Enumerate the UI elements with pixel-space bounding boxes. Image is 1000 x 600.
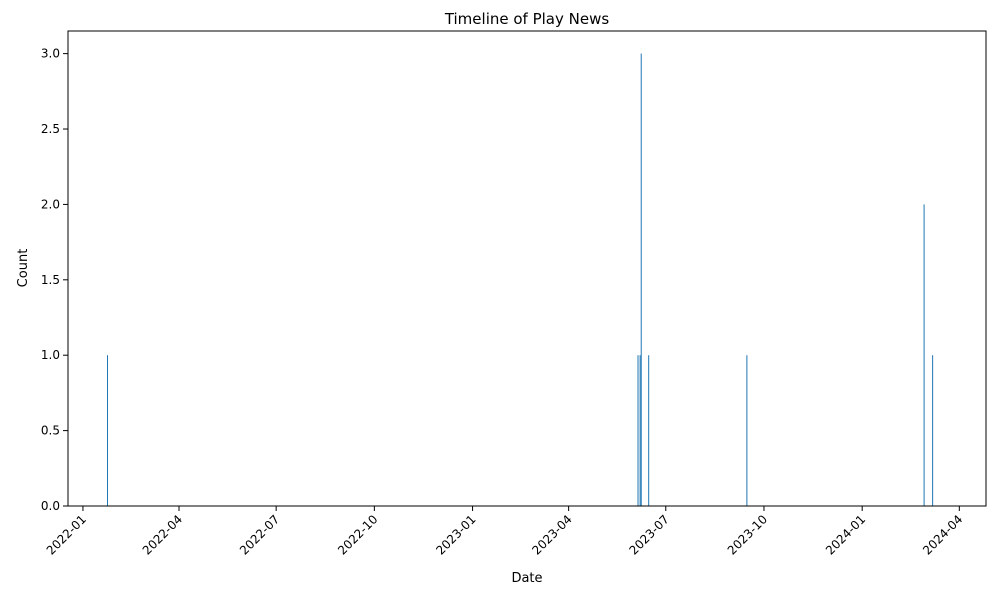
y-axis: 0.0 0.5 1.0 1.5 2.0 2.5 3.0 [41, 47, 68, 513]
bar-2023-06-15 [648, 355, 650, 506]
y-tick-label: 0.0 [41, 499, 60, 513]
y-tick-label: 1.5 [41, 273, 60, 287]
x-tick-label: 2024-04 [920, 512, 965, 557]
x-tick-label: 2022-07 [237, 512, 282, 557]
y-axis-label: Count [16, 249, 31, 288]
x-tick-label: 2023-10 [725, 512, 770, 557]
bar-2023-06-05 [637, 355, 639, 506]
y-tick-label: 2.0 [41, 197, 60, 211]
plot-frame [67, 30, 987, 507]
y-tick-label: 3.0 [41, 47, 60, 61]
y-tick-label: 1.0 [41, 348, 60, 362]
bar-2023-09-15 [746, 355, 748, 506]
x-axis-label: Date [511, 571, 542, 586]
x-tick-label: 2022-04 [140, 512, 185, 557]
x-tick-label: 2023-04 [529, 512, 574, 557]
chart-title: Timeline of Play News [444, 10, 610, 28]
bar-2024-02-28 [923, 204, 925, 506]
x-tick-label: 2023-07 [627, 512, 672, 557]
y-tick-label: 2.5 [41, 122, 60, 136]
x-tick-label: 2022-10 [335, 512, 380, 557]
x-tick-label: 2022-01 [44, 512, 89, 557]
bar-2023-06-08 [640, 53, 642, 507]
bar-2024-03-07 [932, 355, 934, 506]
bar-2022-01-24 [107, 355, 108, 506]
bar-2023-06-07 [639, 355, 641, 506]
x-tick-label: 2023-01 [433, 512, 478, 557]
x-axis: 2022-01 2022-04 2022-07 2022-10 2023-01 2023-… [44, 506, 965, 558]
bars-layer [107, 53, 934, 507]
y-tick-label: 0.5 [41, 424, 60, 438]
x-tick-label: 2024-01 [823, 512, 868, 557]
